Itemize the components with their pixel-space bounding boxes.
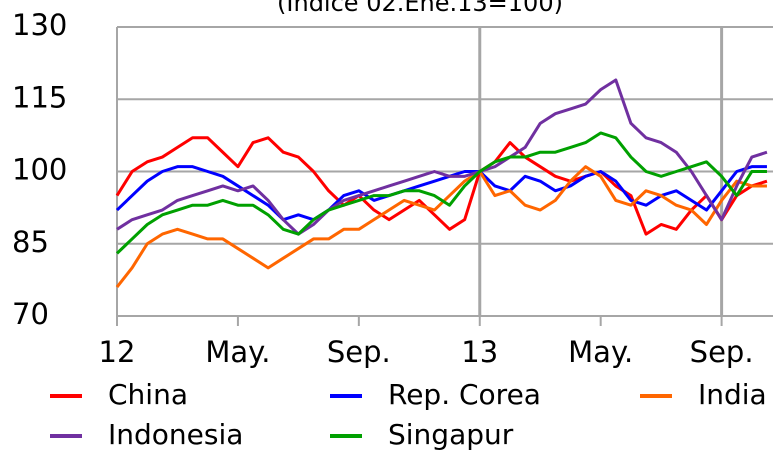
x-tick-label: May. — [568, 335, 633, 369]
series-line — [115, 131, 767, 255]
x-tick-label: Sep. — [327, 335, 391, 369]
series-line — [115, 165, 767, 222]
x-tick-label: 12 — [99, 335, 136, 369]
legend-label: India — [698, 378, 767, 411]
x-tick-label: 13 — [461, 335, 498, 369]
legend-label: China — [108, 378, 188, 411]
chart-title: (Índice 02.Ene.13=100) — [277, 0, 563, 17]
legend-label: Indonesia — [108, 418, 243, 451]
y-tick-label: 100 — [12, 153, 67, 187]
legend-label: Singapur — [388, 418, 514, 451]
y-tick-label: 115 — [12, 80, 67, 114]
y-tick-label: 70 — [12, 297, 49, 331]
series-line — [115, 165, 767, 289]
series-line — [115, 136, 768, 236]
series-line — [116, 78, 768, 236]
y-tick-label: 130 — [12, 8, 67, 42]
x-tick-label: May. — [205, 335, 270, 369]
x-tick-label: Sep. — [690, 335, 754, 369]
legend-label: Rep. Corea — [388, 378, 541, 411]
y-tick-label: 85 — [12, 225, 49, 259]
